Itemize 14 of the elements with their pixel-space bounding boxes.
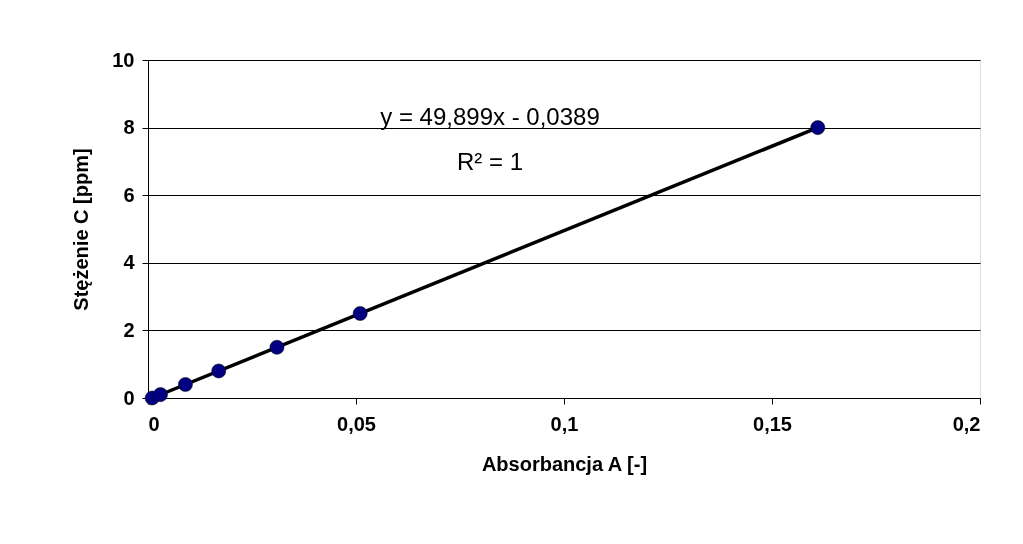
x-tick-label: 0,15 [753,412,792,435]
y-tick-label: 10 [112,48,135,71]
y-tick-label: 4 [123,251,136,274]
x-tick-label: 0,2 [952,412,981,435]
x-tick-label: 0,05 [337,412,376,435]
y-axis-title: Stężenie C [ppm] [70,148,93,311]
y-tick-label: 8 [123,116,135,139]
x-axis-title: Absorbancja A [-] [481,452,648,475]
y-tick-label: 6 [123,183,135,206]
y-tick-label: 0 [123,386,135,409]
x-tick-label: 0,1 [550,412,579,435]
annotation: R² = 1 [456,148,524,175]
x-tick-label: 0 [148,412,160,435]
y-tick-label: 2 [123,318,135,341]
